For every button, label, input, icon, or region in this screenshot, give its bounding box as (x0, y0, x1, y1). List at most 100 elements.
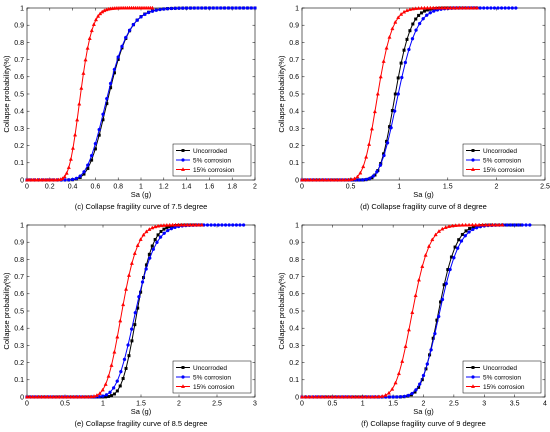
data-point (124, 366, 128, 370)
data-point (241, 223, 246, 227)
data-point (177, 6, 181, 10)
data-point (432, 9, 436, 13)
data-point (126, 343, 130, 347)
data-point (392, 109, 397, 113)
y-tick-label: 0.1 (289, 160, 299, 167)
data-point (215, 6, 219, 10)
legend-marker (471, 148, 475, 152)
data-point (403, 344, 408, 348)
data-point (400, 75, 404, 80)
data-point (340, 177, 345, 182)
data-point (391, 395, 395, 399)
data-point (83, 57, 88, 62)
data-point (489, 6, 493, 10)
data-point (422, 9, 426, 13)
data-point (87, 36, 92, 40)
chart-panel-3: 0 0.5 1 1.5 2 2.5 3 0 0.1 0.2 0.3 0.4 0.5 0.6 0.7 0.8 0.… (2, 222, 257, 428)
data-point (474, 226, 479, 230)
data-point (372, 109, 377, 114)
series-15-corrosion (24, 222, 204, 399)
data-point (490, 222, 495, 227)
data-point (416, 6, 421, 10)
y-tick-label: 0.4 (14, 326, 24, 333)
data-point (115, 379, 119, 383)
x-tick-label: 2 (253, 184, 257, 191)
data-point (520, 223, 524, 227)
data-point (387, 395, 392, 399)
data-point (442, 5, 447, 10)
x-tick-label: 1.6 (205, 184, 215, 191)
data-point (478, 6, 482, 10)
data-point (487, 222, 492, 227)
data-point (165, 226, 169, 230)
data-point (170, 222, 175, 227)
x-tick-label: 2.5 (540, 184, 550, 191)
data-point (169, 6, 174, 11)
legend-label: 5% corrosion (483, 374, 521, 381)
data-point (421, 373, 426, 378)
legend-marker (471, 158, 475, 162)
panel-caption: (c) Collapse fragility curve of 7.5 degr… (75, 202, 208, 211)
x-tick-label: 2 (177, 401, 181, 408)
y-tick-label: 0.3 (14, 126, 24, 133)
data-point (86, 167, 90, 171)
x-tick-label: 0.5 (346, 184, 356, 191)
data-point (223, 223, 228, 227)
x-tick-label: 0.8 (113, 184, 123, 191)
data-point (162, 7, 166, 11)
legend-label: 5% corrosion (193, 157, 231, 164)
data-point (119, 369, 123, 374)
y-tick-label: 1 (295, 222, 299, 229)
legend-label: Uncorroded (483, 148, 517, 155)
data-point (151, 247, 156, 251)
y-tick-label: 0.8 (289, 257, 299, 264)
data-point (161, 223, 166, 227)
data-point (346, 177, 351, 182)
data-point (124, 287, 129, 291)
data-point (302, 177, 307, 182)
data-point (118, 318, 123, 323)
x-tick-label: 0 (25, 401, 29, 408)
data-point (64, 170, 69, 175)
data-point (329, 177, 334, 182)
y-tick-label: 0.7 (14, 57, 24, 64)
data-point (399, 395, 403, 399)
data-point (192, 6, 196, 10)
data-point (108, 390, 112, 395)
y-tick-label: 0.1 (14, 160, 24, 167)
data-point (238, 223, 242, 227)
data-point (383, 393, 388, 397)
data-point (91, 394, 97, 398)
legend-marker (181, 148, 185, 152)
data-point (426, 244, 432, 248)
x-tick-label: 4 (543, 401, 547, 408)
data-point (411, 22, 415, 26)
data-point (132, 251, 137, 255)
data-point (437, 5, 442, 10)
data-point (393, 380, 398, 385)
y-tick-label: 0.1 (14, 377, 24, 384)
x-tick-label: 1 (397, 184, 401, 191)
legend-label: Uncorroded (193, 148, 227, 155)
data-point (146, 10, 151, 15)
y-tick-label: 0.7 (14, 274, 24, 281)
data-point (199, 222, 204, 227)
series-15-corrosion (299, 5, 479, 182)
data-point (77, 394, 82, 399)
data-point (357, 178, 361, 182)
data-point (196, 222, 201, 227)
x-tick-label: 1.5 (136, 401, 146, 408)
data-point (144, 267, 148, 271)
data-point (367, 142, 372, 146)
legend-marker (471, 366, 475, 370)
data-point (459, 239, 464, 243)
x-tick-label: 2.5 (212, 401, 222, 408)
x-tick-label: 1.5 (388, 401, 398, 408)
y-tick-label: 0.2 (289, 360, 299, 367)
data-point (153, 238, 157, 242)
data-point (323, 177, 328, 182)
data-point (385, 141, 390, 145)
data-point (94, 393, 99, 397)
data-point (133, 323, 137, 327)
data-point (414, 388, 418, 392)
